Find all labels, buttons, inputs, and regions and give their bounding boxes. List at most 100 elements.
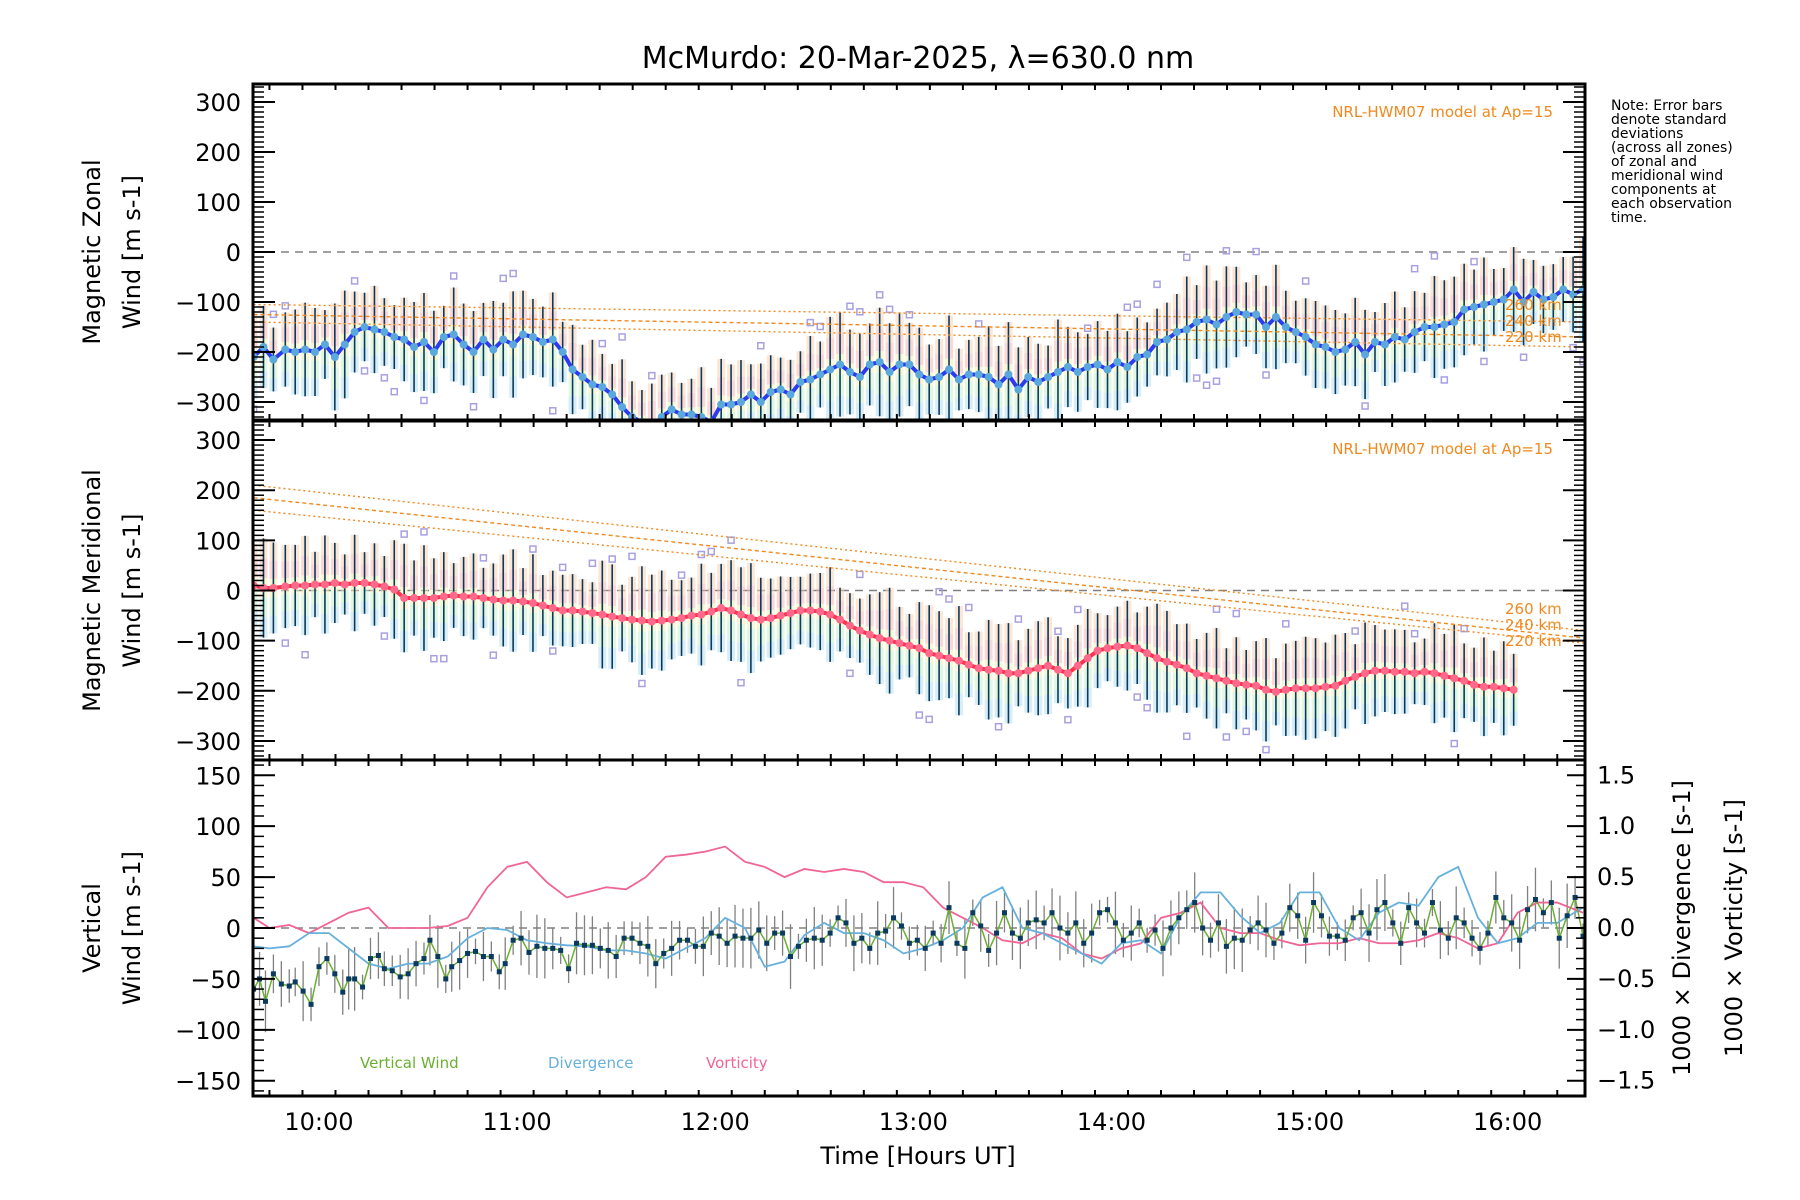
zonal-wind-point [885,368,894,376]
meridional-wind-point [935,651,944,660]
zone-marker [430,654,438,663]
vertical-wind-point [427,937,433,943]
model-altitude-label: 220 km [1505,328,1562,346]
vertical-wind-point [360,984,366,990]
zonal-wind-point [400,335,409,344]
x-tick-label: 11:00 [483,1108,552,1136]
vertical-wind-point [1041,920,1047,926]
vertical-wind-point [1208,937,1214,943]
vertical-wind-point [922,945,928,951]
zone-marker [529,545,537,553]
zonal-wind-point [1361,350,1370,359]
vertical-wind-point [1223,943,1229,949]
meridional-wind-point [1460,676,1469,685]
zonal-wind-point [598,383,607,391]
vertical-wind-point [1263,927,1269,933]
vertical-wind-point [867,945,873,951]
zonal-wind-point [945,365,954,374]
zonal-wind-point [618,403,627,411]
meridional-wind-point [311,580,320,589]
y2-tick-label: −1.0 [1597,1016,1655,1044]
vertical-wind-point [566,966,572,972]
zonal-wind-point [1301,333,1310,341]
vertical-wind-point [677,937,683,943]
zonal-wind-point [786,390,795,399]
vertical-wind-point [1525,907,1531,913]
zone-marker [1282,620,1290,628]
vertical-wind-point [1517,937,1523,943]
model-altitude-label: 260 km [1505,600,1562,618]
zone-marker [509,269,517,278]
meridional-wind-point [954,656,963,665]
zonal-wind-point [1083,363,1092,371]
panel-vertical: Vertical Wind Divergence Vorticity 1.5 1.0 0.… [78,758,1748,1098]
meridional-wind-point [647,617,656,626]
meridional-wind-point [717,604,726,613]
meridional-wind-point [736,610,745,619]
zonal-wind-point [1331,348,1340,356]
vertical-wind-point [891,915,897,921]
zonal-wind-point [558,348,567,356]
zonal-wind-point [994,380,1003,389]
zonal-wind-point [1529,288,1538,296]
zonal-wind-point [311,348,320,356]
vertical-wind-point [286,983,292,989]
vertical-wind-point [457,958,463,964]
meridional-wind-point [340,580,349,589]
zonal-wind-point [1123,363,1132,371]
zone-marker [974,320,983,328]
zone-marker [648,371,656,380]
zonal-wind-point [1034,378,1043,386]
zonal-wind-point [269,355,278,364]
zone-marker [875,291,884,299]
zonal-wind-point [687,410,696,419]
vertical-wind-point [788,954,794,960]
vertical-wind-point [1255,920,1261,926]
zonal-wind-point [1113,358,1122,366]
meridional-wind-point [964,660,973,669]
vertical-wind-point [488,954,494,960]
vertical-wind-point [986,947,992,953]
zonal-wind-point [1014,385,1023,394]
vertical-wind-point [1485,930,1491,936]
x-tick-label: 13:00 [879,1108,948,1136]
y-tick-label: 150 [195,762,241,790]
zonal-wind-point [756,398,765,406]
vertical-wind-point [1318,913,1324,919]
zonal-wind-point [1153,338,1162,346]
zonal-wind-point [974,370,983,379]
meridional-wind-point [1262,685,1271,694]
vertical-wind-point [1057,925,1063,931]
zonal-wind-point [727,400,736,409]
meridional-wind-point [677,614,686,623]
y-axis-label-line2: Wind [m s-1] [118,851,146,1005]
meridional-wind-point [895,639,904,648]
meridional-wind-point [1172,660,1181,669]
zone-marker [380,374,389,382]
zonal-wind-point [895,360,904,369]
vertical-wind-point [1017,935,1023,941]
vertical-wind-point [1001,910,1007,916]
zonal-wind-point [370,325,379,334]
zonal-wind-point [964,370,973,379]
zonal-wind-point [915,370,924,379]
meridional-wind-point [489,595,498,604]
note-line: deviations [1611,126,1683,142]
meridional-wind-point [499,596,508,605]
zonal-wind-point [1470,303,1479,311]
zonal-wind-point [925,375,934,384]
vertical-wind-point [1366,930,1372,936]
zone-marker [846,669,854,678]
vertical-wind-point [510,937,516,943]
y2-tick-label: −0.5 [1597,965,1655,993]
meridional-wind-point [1509,685,1518,694]
vertical-wind-point [1033,917,1039,923]
x-tick-label: 12:00 [681,1108,750,1136]
y2-tick-label: −1.5 [1597,1067,1655,1095]
zone-marker [737,678,745,687]
zonal-wind-point [578,373,587,381]
zone-marker [1361,402,1369,410]
zone-marker [489,651,498,659]
meridional-wind-point [558,606,567,615]
vertical-wind-point [1105,907,1111,913]
